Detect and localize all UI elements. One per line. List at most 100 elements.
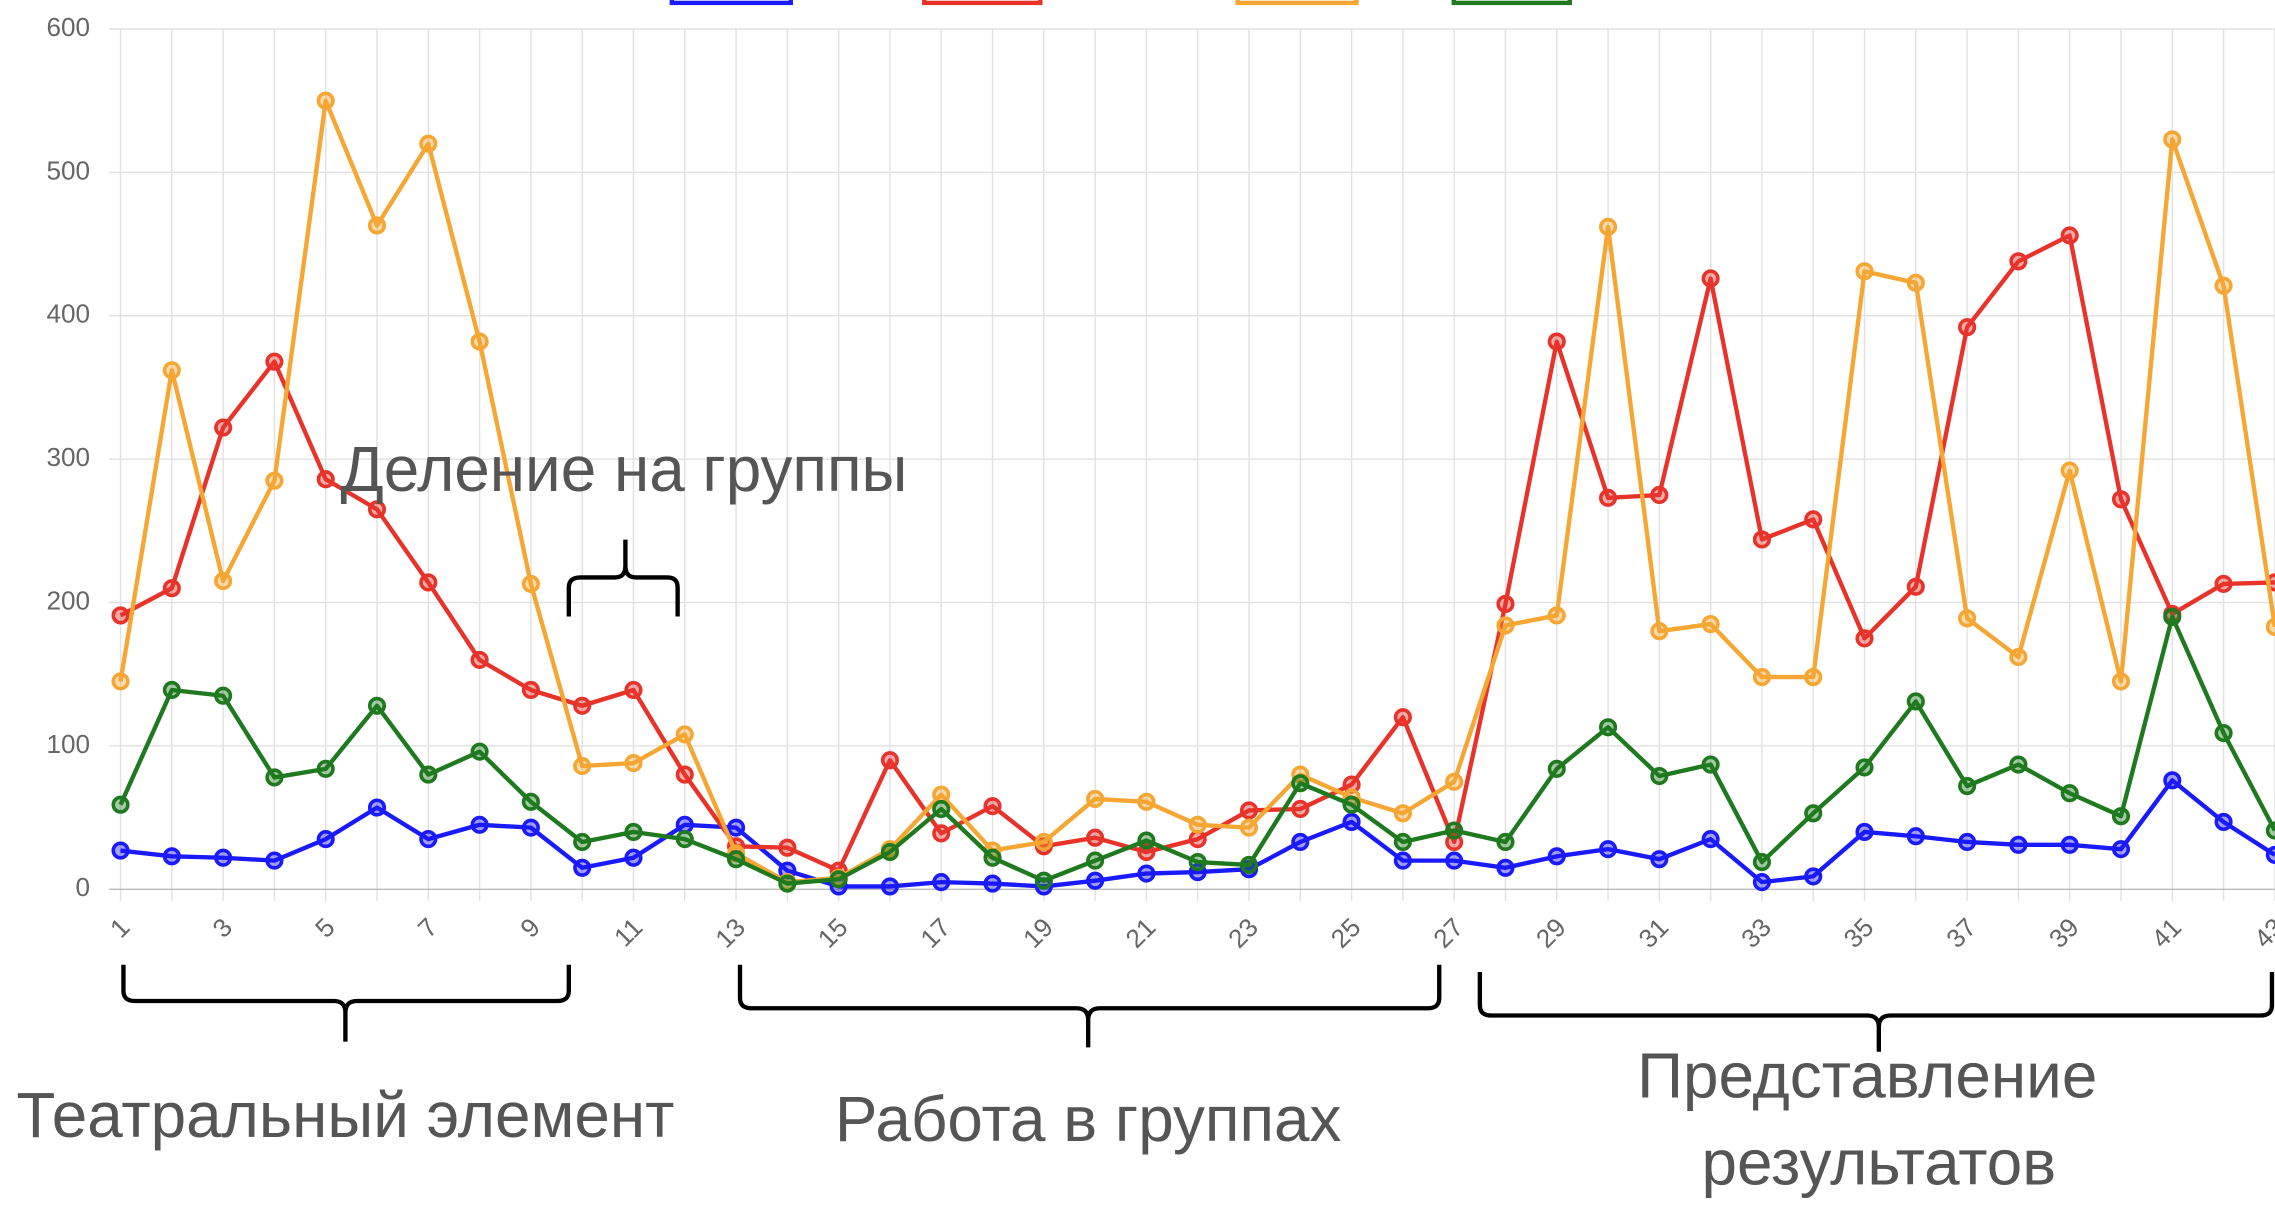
data-point xyxy=(214,571,233,591)
data-point xyxy=(2214,276,2233,295)
data-point xyxy=(1855,629,1874,648)
x-tick-label: 35 xyxy=(1838,912,1880,954)
data-point xyxy=(1291,832,1310,852)
data-point xyxy=(1239,855,1259,874)
data-point xyxy=(162,579,181,598)
data-point xyxy=(675,765,694,784)
data-point xyxy=(1701,830,1720,849)
data-point xyxy=(1958,609,1977,628)
legend-swatch xyxy=(922,0,1043,6)
data-point xyxy=(1034,832,1053,852)
data-point xyxy=(265,352,284,371)
data-point xyxy=(367,500,387,519)
y-tick-label: 500 xyxy=(47,155,91,185)
y-tick-label: 300 xyxy=(47,442,91,472)
data-point xyxy=(880,751,900,770)
data-point xyxy=(573,858,592,877)
data-point xyxy=(367,216,387,235)
x-tick-label: 23 xyxy=(1222,912,1264,954)
data-point xyxy=(162,680,181,700)
annotation: Представление xyxy=(1637,1040,2097,1112)
data-point xyxy=(1137,831,1156,850)
data-point xyxy=(1752,530,1771,549)
series xyxy=(111,226,2275,880)
data-point xyxy=(265,471,284,490)
data-point xyxy=(2265,845,2275,864)
data-point xyxy=(162,361,181,380)
x-tick-label: 15 xyxy=(812,912,854,954)
series-line xyxy=(118,98,2275,885)
annotation: Работа в группах xyxy=(835,1083,1342,1155)
brace xyxy=(566,539,680,617)
data-point xyxy=(1804,867,1823,886)
series-line xyxy=(118,614,2275,886)
annotation: Деление на группы xyxy=(340,433,907,505)
data-point xyxy=(2265,617,2275,636)
data-point xyxy=(675,815,694,834)
data-point xyxy=(573,832,592,852)
series-line xyxy=(119,233,2275,873)
data-point xyxy=(1393,832,1412,852)
data-point xyxy=(1701,755,1720,774)
data-point xyxy=(932,873,951,892)
data-point xyxy=(1701,269,1720,288)
y-tick-label: 400 xyxy=(47,299,91,329)
data-point xyxy=(214,686,233,705)
data-point xyxy=(573,696,592,715)
data-point xyxy=(419,830,438,849)
data-point xyxy=(316,91,335,110)
data-point xyxy=(316,830,335,849)
data-point xyxy=(1188,815,1207,834)
data-point xyxy=(1906,692,1925,711)
legend-swatch xyxy=(1451,0,1572,6)
data-point xyxy=(470,742,489,761)
data-point xyxy=(778,874,797,893)
data-point xyxy=(2111,807,2131,826)
data-point xyxy=(983,874,1002,893)
data-point xyxy=(111,795,130,814)
data-point xyxy=(675,830,694,849)
x-tick-label: 17 xyxy=(914,912,956,954)
data-point xyxy=(162,847,181,866)
data-point xyxy=(1650,766,1669,786)
x-tick-label: 37 xyxy=(1940,912,1982,954)
data-point xyxy=(419,765,438,784)
data-point xyxy=(419,134,438,153)
brace xyxy=(1477,971,2275,1052)
y-tick-label: 600 xyxy=(47,12,91,42)
data-point xyxy=(2163,771,2182,790)
data-point xyxy=(1650,850,1669,869)
data-point xyxy=(1291,799,1310,819)
data-point xyxy=(2060,784,2079,803)
data-point xyxy=(932,799,951,819)
data-point xyxy=(2009,755,2028,774)
data-point xyxy=(1804,804,1823,823)
data-point xyxy=(2163,130,2182,149)
data-point xyxy=(367,696,387,715)
data-point xyxy=(367,798,387,817)
data-point xyxy=(521,680,540,700)
legend-swatch xyxy=(1235,0,1359,6)
data-point xyxy=(521,818,540,837)
data-point xyxy=(726,818,746,837)
data-point xyxy=(2214,723,2233,743)
data-point xyxy=(1547,332,1566,351)
data-point xyxy=(1291,774,1310,793)
data-point xyxy=(1855,262,1874,281)
data-point xyxy=(111,672,130,691)
data-point xyxy=(932,824,951,843)
x-tick-label: 33 xyxy=(1735,912,1777,954)
data-point xyxy=(1804,510,1823,529)
data-point xyxy=(2214,812,2233,831)
data-point xyxy=(1086,828,1105,847)
data-point xyxy=(573,756,592,776)
data-point xyxy=(2111,672,2131,691)
data-point xyxy=(2111,840,2131,859)
data-point xyxy=(624,680,643,700)
data-point xyxy=(624,754,643,773)
data-point xyxy=(1701,614,1720,634)
data-point xyxy=(470,332,489,351)
annotation: Театральный элемент xyxy=(16,1079,674,1151)
y-tick-label: 200 xyxy=(47,585,91,615)
data-point xyxy=(1445,772,1464,791)
